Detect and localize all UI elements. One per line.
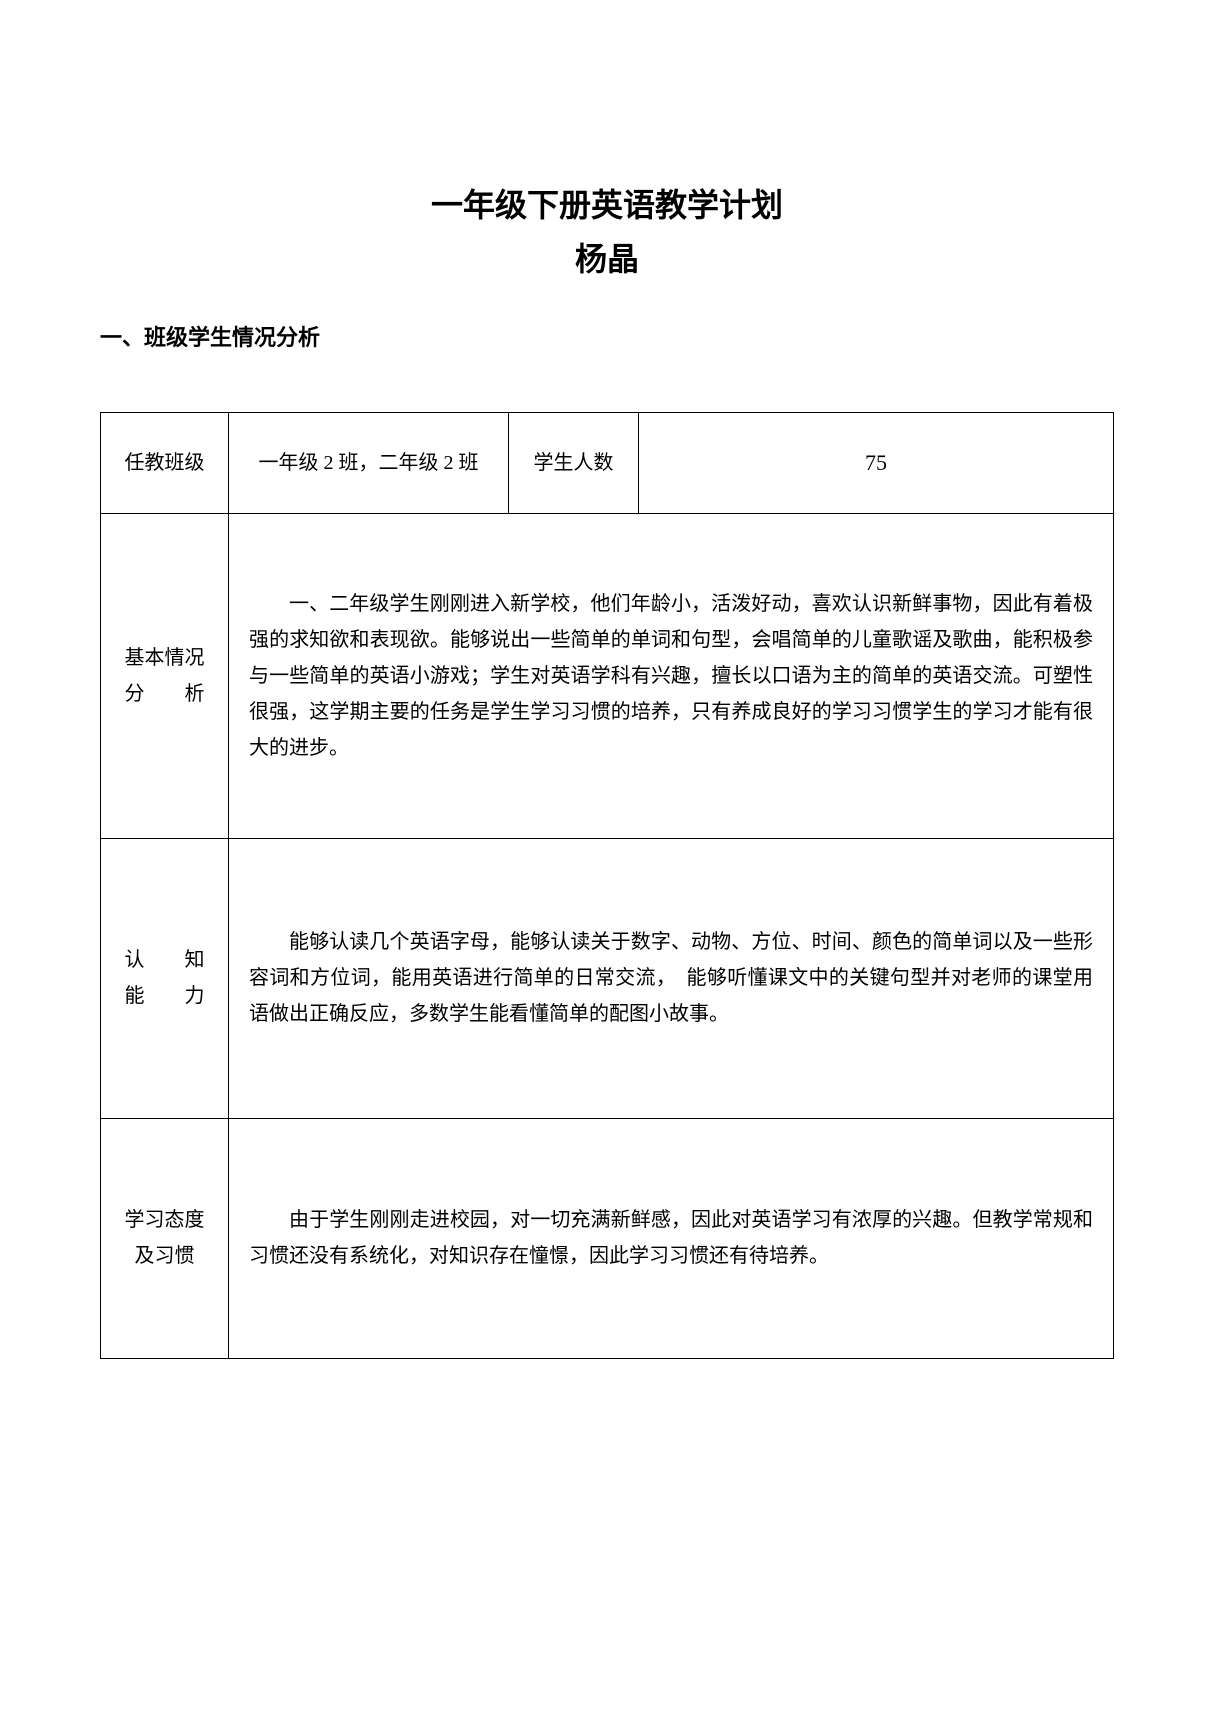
label-basic-analysis: 基本情况分 析 [101,513,229,838]
document-page: 一年级下册英语教学计划 杨晶 一、班级学生情况分析 任教班级 一年级 2 班，二… [0,0,1214,1459]
analysis-table: 任教班级 一年级 2 班，二年级 2 班 学生人数 75 基本情况分 析 一、二… [100,412,1114,1359]
table-row: 认 知能 力 能够认读几个英语字母，能够认读关于数字、动物、方位、时间、颜色的简… [101,838,1114,1118]
content-learning-attitude: 由于学生刚刚走进校园，对一切充满新鲜感，因此对英语学习有浓厚的兴趣。但教学常规和… [229,1118,1114,1358]
document-title: 一年级下册英语教学计划 [100,180,1114,226]
value-student-count: 75 [639,413,1114,514]
content-cognitive-ability: 能够认读几个英语字母，能够认读关于数字、动物、方位、时间、颜色的简单词以及一些形… [229,838,1114,1118]
label-cognitive-ability: 认 知能 力 [101,838,229,1118]
document-author: 杨晶 [100,234,1114,280]
table-row: 基本情况分 析 一、二年级学生刚刚进入新学校，他们年龄小，活泼好动，喜欢认识新鲜… [101,513,1114,838]
table-row: 任教班级 一年级 2 班，二年级 2 班 学生人数 75 [101,413,1114,514]
section-heading: 一、班级学生情况分析 [100,320,1114,352]
label-teaching-class: 任教班级 [101,413,229,514]
value-classes: 一年级 2 班，二年级 2 班 [229,413,509,514]
label-student-count: 学生人数 [509,413,639,514]
content-basic-analysis: 一、二年级学生刚刚进入新学校，他们年龄小，活泼好动，喜欢认识新鲜事物，因此有着极… [229,513,1114,838]
table-row: 学习态度及习惯 由于学生刚刚走进校园，对一切充满新鲜感，因此对英语学习有浓厚的兴… [101,1118,1114,1358]
label-learning-attitude: 学习态度及习惯 [101,1118,229,1358]
